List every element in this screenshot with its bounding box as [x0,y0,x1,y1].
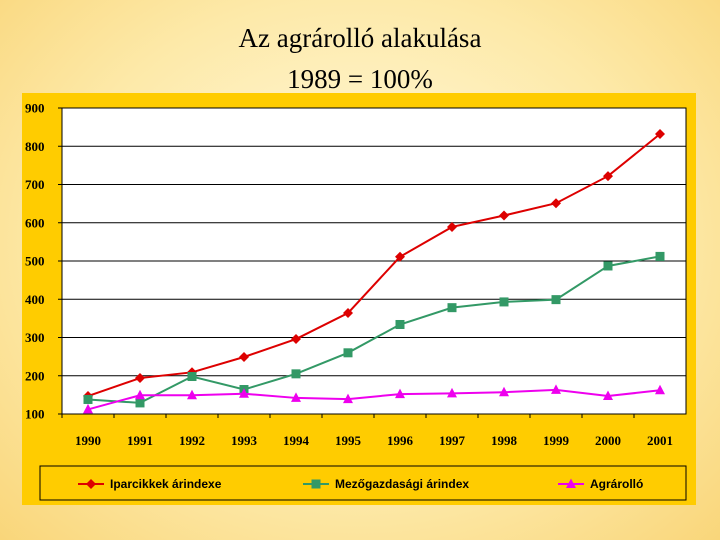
data-point [83,403,93,414]
data-point [239,388,249,398]
data-point [135,373,145,384]
data-point [499,297,509,307]
data-point [655,384,665,395]
legend-marker [311,479,321,489]
x-tick-label: 1995 [335,433,362,448]
data-point [603,261,613,271]
data-point [447,303,457,313]
y-tick-label: 300 [25,330,45,345]
data-point [655,251,665,261]
data-point [291,369,301,379]
data-point [83,394,93,404]
x-tick-label: 1996 [387,433,414,448]
x-tick-label: 1992 [179,433,205,448]
y-tick-label: 800 [25,139,45,154]
data-point [343,348,353,358]
x-tick-label: 1999 [543,433,570,448]
data-point [395,388,405,399]
y-tick-label: 500 [25,254,45,269]
data-point [603,390,613,401]
data-point [291,392,301,402]
legend-marker [566,478,576,488]
x-tick-label: 2001 [647,433,673,448]
data-point [135,398,145,408]
y-axis: 100 200 300 400 500 600 700 800 900 [25,101,62,422]
data-point [603,171,613,182]
y-tick-label: 900 [25,101,45,116]
data-point [343,308,353,319]
data-point [187,389,197,400]
x-tick-label: 2000 [595,433,621,448]
series-layer [83,129,665,414]
series-line [87,388,661,411]
data-point [551,295,561,305]
data-point [447,221,457,232]
data-point [395,251,405,262]
data-point [343,393,353,404]
x-tick-label: 1991 [127,433,153,448]
data-point [239,352,249,363]
legend: Iparcikkek árindexe Mezőgazdasági árindex… [78,477,643,491]
series-line [87,133,661,397]
x-tick-label: 1994 [283,433,310,448]
y-tick-label: 600 [25,215,45,230]
data-point [655,129,665,140]
legend-label: Mezőgazdasági árindex [335,477,469,491]
y-tick-label: 100 [25,407,45,422]
legend-marker [86,479,96,489]
legend-label: Agrárolló [590,477,643,491]
chart-subtitle: 1989 = 100% [287,64,433,94]
x-axis: 1990 1991 1992 1993 1994 1995 1996 1997 1998 1999… [61,414,673,448]
chart-title: Az agrárolló alakulása [238,23,482,53]
data-point [135,389,145,400]
x-tick-label: 1990 [75,433,101,448]
data-point [187,372,197,382]
data-point [291,334,301,345]
x-tick-label: 1998 [491,433,518,448]
data-point [499,210,509,221]
y-tick-label: 200 [25,368,45,383]
y-tick-label: 700 [25,177,45,192]
data-point [551,198,561,209]
data-point [447,387,457,398]
data-point [499,386,509,397]
y-tick-label: 400 [25,292,45,307]
data-point [551,384,561,394]
data-point [395,319,405,329]
x-tick-label: 1997 [439,433,466,448]
legend-label: Iparcikkek árindexe [110,477,222,491]
x-tick-label: 1993 [231,433,258,448]
series-line [87,255,661,404]
